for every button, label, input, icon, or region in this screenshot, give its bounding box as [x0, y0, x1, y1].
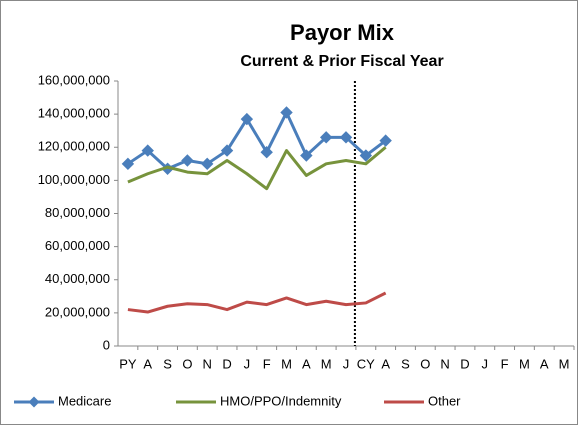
x-tick-label: F [501, 356, 509, 371]
x-tick-label: M [281, 356, 292, 371]
x-tick-label: A [381, 356, 390, 371]
x-tick-label: A [540, 356, 549, 371]
series-marker [300, 149, 313, 162]
series-marker [339, 131, 353, 144]
y-tick-label: 120,000,000 [38, 139, 110, 154]
y-tick-label: 0 [103, 337, 110, 352]
y-tick-label: 100,000,000 [38, 172, 110, 187]
y-tick-label: 80,000,000 [45, 205, 110, 220]
x-tick-label: M [519, 356, 530, 371]
series-line [127, 146, 387, 191]
x-tick-label: F [263, 356, 271, 371]
series-marker [121, 157, 135, 171]
x-tick-label: J [343, 356, 350, 371]
x-tick-label: J [244, 356, 251, 371]
x-tick-label: M [559, 356, 570, 371]
series-marker [379, 134, 392, 147]
x-tick-label: O [182, 356, 192, 371]
chart-subtitle: Current & Prior Fiscal Year [240, 53, 443, 70]
x-tick-label: A [143, 356, 152, 371]
x-tick-label: O [420, 356, 430, 371]
x-tick-label: S [401, 356, 410, 371]
y-tick-label: 140,000,000 [38, 106, 110, 121]
x-tick-label: PY [119, 356, 137, 371]
y-tick-label: 160,000,000 [38, 72, 110, 87]
x-tick-label: N [440, 356, 449, 371]
x-tick-label: A [302, 356, 311, 371]
legend-label: Medicare [58, 393, 111, 408]
series-marker [181, 154, 194, 167]
y-tick-label: 20,000,000 [45, 304, 110, 319]
series-marker [260, 146, 273, 159]
x-tick-label: D [460, 356, 469, 371]
x-tick-label: M [321, 356, 332, 371]
chart-title: Payor Mix [290, 20, 395, 45]
y-tick-label: 60,000,000 [45, 238, 110, 253]
series-marker [359, 149, 373, 162]
series-marker [280, 106, 293, 119]
x-tick-label: N [203, 356, 212, 371]
series-marker [201, 157, 214, 171]
series-line [127, 291, 387, 314]
y-tick-label: 40,000,000 [45, 271, 110, 286]
legend-label: HMO/PPO/Indemnity [220, 393, 342, 408]
series-marker [319, 131, 333, 144]
series-marker [240, 112, 254, 126]
series-marker [141, 144, 154, 157]
legend-label: Other [428, 393, 461, 408]
legend-marker [28, 396, 40, 408]
x-tick-label: D [222, 356, 231, 371]
x-tick-label: J [482, 356, 489, 371]
x-tick-label: CY [357, 356, 375, 371]
x-tick-label: S [163, 356, 172, 371]
series-marker [220, 144, 234, 157]
